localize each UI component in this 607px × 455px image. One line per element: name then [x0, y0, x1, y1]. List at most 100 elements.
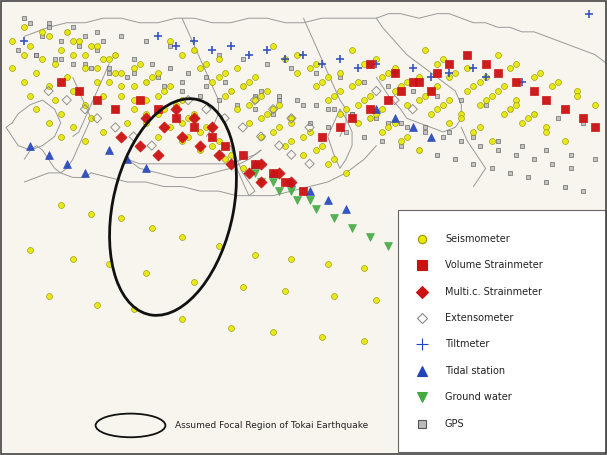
Point — [135, 96, 144, 104]
Point — [50, 56, 59, 63]
Point — [414, 147, 424, 154]
Point — [469, 160, 478, 167]
Point — [347, 110, 357, 117]
Point — [123, 156, 132, 163]
Point — [432, 69, 442, 76]
Point — [250, 169, 260, 177]
Point — [311, 101, 320, 108]
Point — [353, 65, 363, 72]
Point — [365, 115, 375, 122]
Point — [183, 69, 193, 76]
Point — [560, 106, 569, 113]
Point — [68, 124, 78, 131]
Point — [287, 115, 296, 122]
Point — [341, 106, 351, 113]
Point — [202, 124, 211, 131]
Point — [274, 187, 284, 195]
Point — [396, 142, 405, 149]
Point — [287, 115, 296, 122]
Point — [475, 101, 484, 108]
Point — [438, 101, 448, 108]
Point — [189, 37, 199, 45]
Point — [159, 87, 169, 95]
Point — [529, 110, 539, 117]
Point — [487, 92, 497, 99]
Point — [408, 87, 418, 95]
Point — [396, 83, 405, 90]
Point — [153, 74, 163, 81]
Point — [44, 24, 53, 31]
Point — [481, 74, 490, 81]
Point — [584, 10, 594, 17]
Point — [359, 338, 369, 345]
Point — [141, 119, 151, 126]
Point — [365, 233, 375, 240]
FancyBboxPatch shape — [398, 210, 606, 452]
Point — [517, 119, 527, 126]
Point — [74, 87, 84, 95]
Point — [420, 46, 430, 54]
Point — [141, 78, 151, 86]
Point — [147, 224, 157, 231]
Point — [153, 33, 163, 40]
Point — [80, 101, 90, 108]
Point — [153, 151, 163, 158]
Point — [232, 101, 242, 108]
Point — [529, 156, 539, 163]
Point — [323, 197, 333, 204]
Point — [329, 156, 339, 163]
Point — [432, 151, 442, 158]
Point — [171, 101, 181, 108]
Point — [523, 174, 533, 181]
Point — [511, 60, 521, 67]
Point — [408, 78, 418, 86]
Point — [347, 115, 357, 122]
Point — [493, 147, 503, 154]
Point — [74, 42, 84, 49]
Point — [408, 124, 418, 131]
Point — [214, 51, 223, 58]
Point — [189, 110, 199, 117]
Point — [323, 160, 333, 167]
Point — [499, 83, 509, 90]
Point — [450, 69, 460, 76]
Point — [238, 283, 248, 290]
Point — [481, 74, 490, 81]
Point — [256, 115, 266, 122]
Point — [32, 51, 41, 58]
Point — [299, 151, 308, 158]
Point — [268, 106, 278, 113]
Point — [420, 92, 430, 99]
Point — [481, 101, 490, 108]
Point — [426, 110, 436, 117]
Point — [311, 206, 320, 213]
Point — [335, 74, 345, 81]
Point — [98, 56, 108, 63]
Point — [347, 110, 357, 117]
Point — [177, 233, 187, 240]
Point — [244, 51, 254, 58]
Point — [268, 110, 278, 117]
Point — [590, 156, 600, 163]
Point — [554, 115, 563, 122]
Point — [463, 51, 472, 58]
Point — [110, 106, 120, 113]
Point — [129, 133, 138, 140]
Point — [98, 128, 108, 136]
Point — [359, 133, 369, 140]
Point — [208, 142, 217, 149]
Point — [323, 260, 333, 268]
Point — [159, 83, 169, 90]
Point — [268, 169, 278, 177]
Point — [165, 42, 175, 49]
Point — [183, 96, 193, 104]
Point — [244, 169, 254, 177]
Point — [86, 210, 96, 217]
Point — [19, 37, 29, 45]
Point — [456, 96, 466, 104]
Point — [511, 78, 521, 86]
Point — [505, 65, 515, 72]
Point — [432, 251, 442, 258]
Point — [256, 160, 266, 167]
Point — [299, 187, 308, 195]
